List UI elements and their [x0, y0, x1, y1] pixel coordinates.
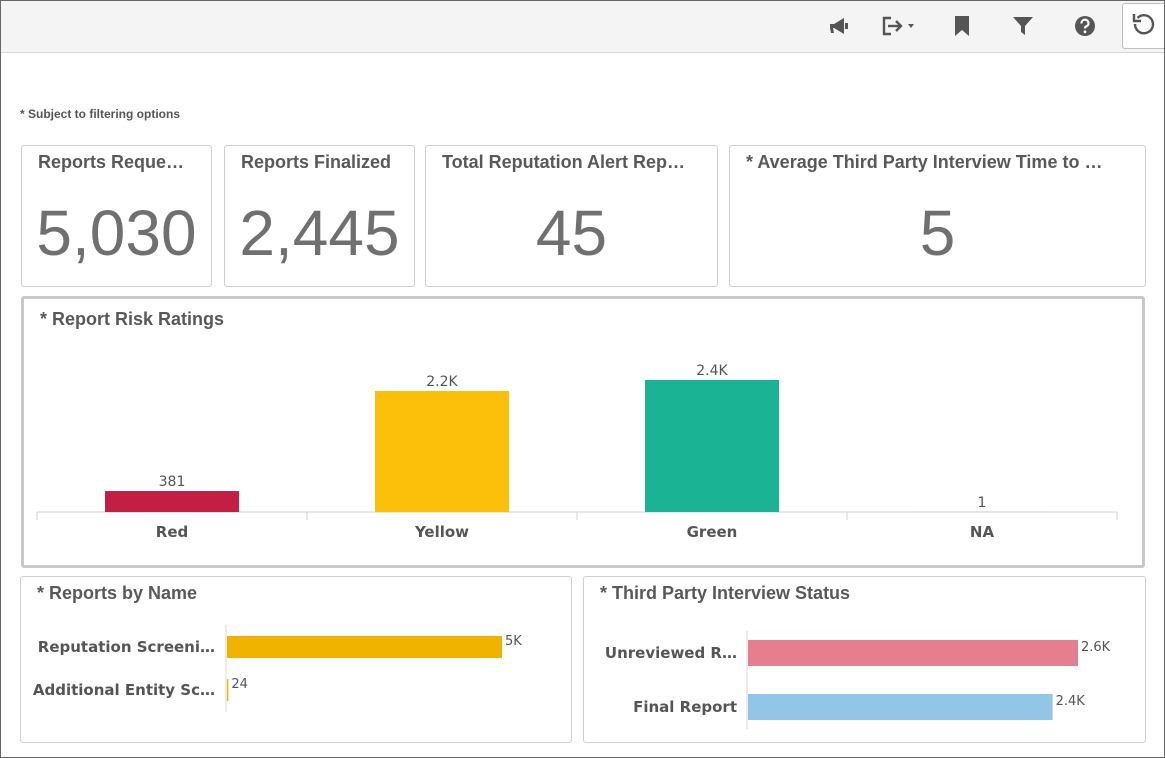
- bar: [227, 636, 502, 658]
- filter-icon[interactable]: [1010, 13, 1036, 39]
- reports-by-name-card[interactable]: * Reports by Name Reputation Screeni… 5K A…: [20, 576, 572, 743]
- bar-green: [645, 380, 779, 512]
- bar-yellow: [375, 391, 509, 512]
- megaphone-icon[interactable]: [827, 13, 853, 39]
- category-label: Red: [156, 523, 188, 541]
- data-label: 2.2K: [426, 374, 458, 390]
- risk-ratings-chart: 381 Red 2.2K Yellow 2.4K Green 1 NA: [36, 363, 1118, 541]
- bar: [748, 694, 1053, 720]
- refresh-button[interactable]: [1122, 3, 1165, 49]
- kpi-value: 2,445: [239, 197, 400, 269]
- kpi-card-reports-finalized[interactable]: Reports Finalized 2,445: [224, 145, 415, 287]
- interview-status-card[interactable]: * Third Party Interview Status Unreviewe…: [583, 576, 1146, 743]
- bookmark-icon[interactable]: [949, 13, 975, 39]
- risk-ratings-card[interactable]: * Report Risk Ratings 381 Red 2.2K Yellow 2.…: [21, 296, 1145, 568]
- kpi-card-reputation-alert[interactable]: Total Reputation Alert Rep… 45: [425, 145, 718, 287]
- help-icon[interactable]: [1072, 13, 1098, 39]
- export-icon[interactable]: [880, 13, 920, 39]
- kpi-card-avg-interview-time[interactable]: * Average Third Party Interview Time to …: [729, 145, 1146, 287]
- kpi-title: Reports Finalized: [241, 152, 392, 172]
- category-label: Green: [687, 523, 738, 541]
- category-label: Additional Entity Sc…: [33, 681, 215, 699]
- category-label: Yellow: [414, 523, 469, 541]
- data-label: 2.4K: [1056, 694, 1086, 709]
- kpi-value: 5: [919, 197, 956, 269]
- kpi-title: Reports Reque…: [38, 152, 185, 172]
- category-label: Final Report: [633, 698, 737, 716]
- kpi-title: Total Reputation Alert Rep…: [442, 152, 685, 172]
- data-label: 381: [159, 474, 186, 490]
- refresh-icon: [1131, 11, 1157, 42]
- data-label: 2.6K: [1081, 640, 1111, 655]
- interview-status-chart: Unreviewed R… 2.6K Final Report 2.4K: [605, 631, 1111, 729]
- kpi-value: 45: [535, 197, 608, 269]
- data-label: 24: [231, 677, 248, 692]
- bar: [227, 679, 229, 701]
- data-label: 5K: [505, 634, 522, 649]
- kpi-card-reports-requested[interactable]: Reports Reque… 5,030: [21, 145, 212, 287]
- toolbar: [1, 1, 1165, 53]
- reports-by-name-chart: Reputation Screeni… 5K Additional Entity S…: [33, 625, 522, 712]
- category-label: NA: [970, 523, 995, 541]
- data-label: 1: [978, 495, 987, 511]
- kpi-title: * Average Third Party Interview Time to …: [746, 152, 1103, 172]
- category-label: Unreviewed R…: [605, 644, 737, 662]
- filter-note: * Subject to filtering options: [20, 107, 180, 121]
- category-label: Reputation Screeni…: [38, 638, 215, 656]
- bar: [748, 640, 1078, 666]
- kpi-value: 5,030: [36, 197, 197, 269]
- bar-red: [105, 491, 239, 512]
- data-label: 2.4K: [696, 363, 728, 379]
